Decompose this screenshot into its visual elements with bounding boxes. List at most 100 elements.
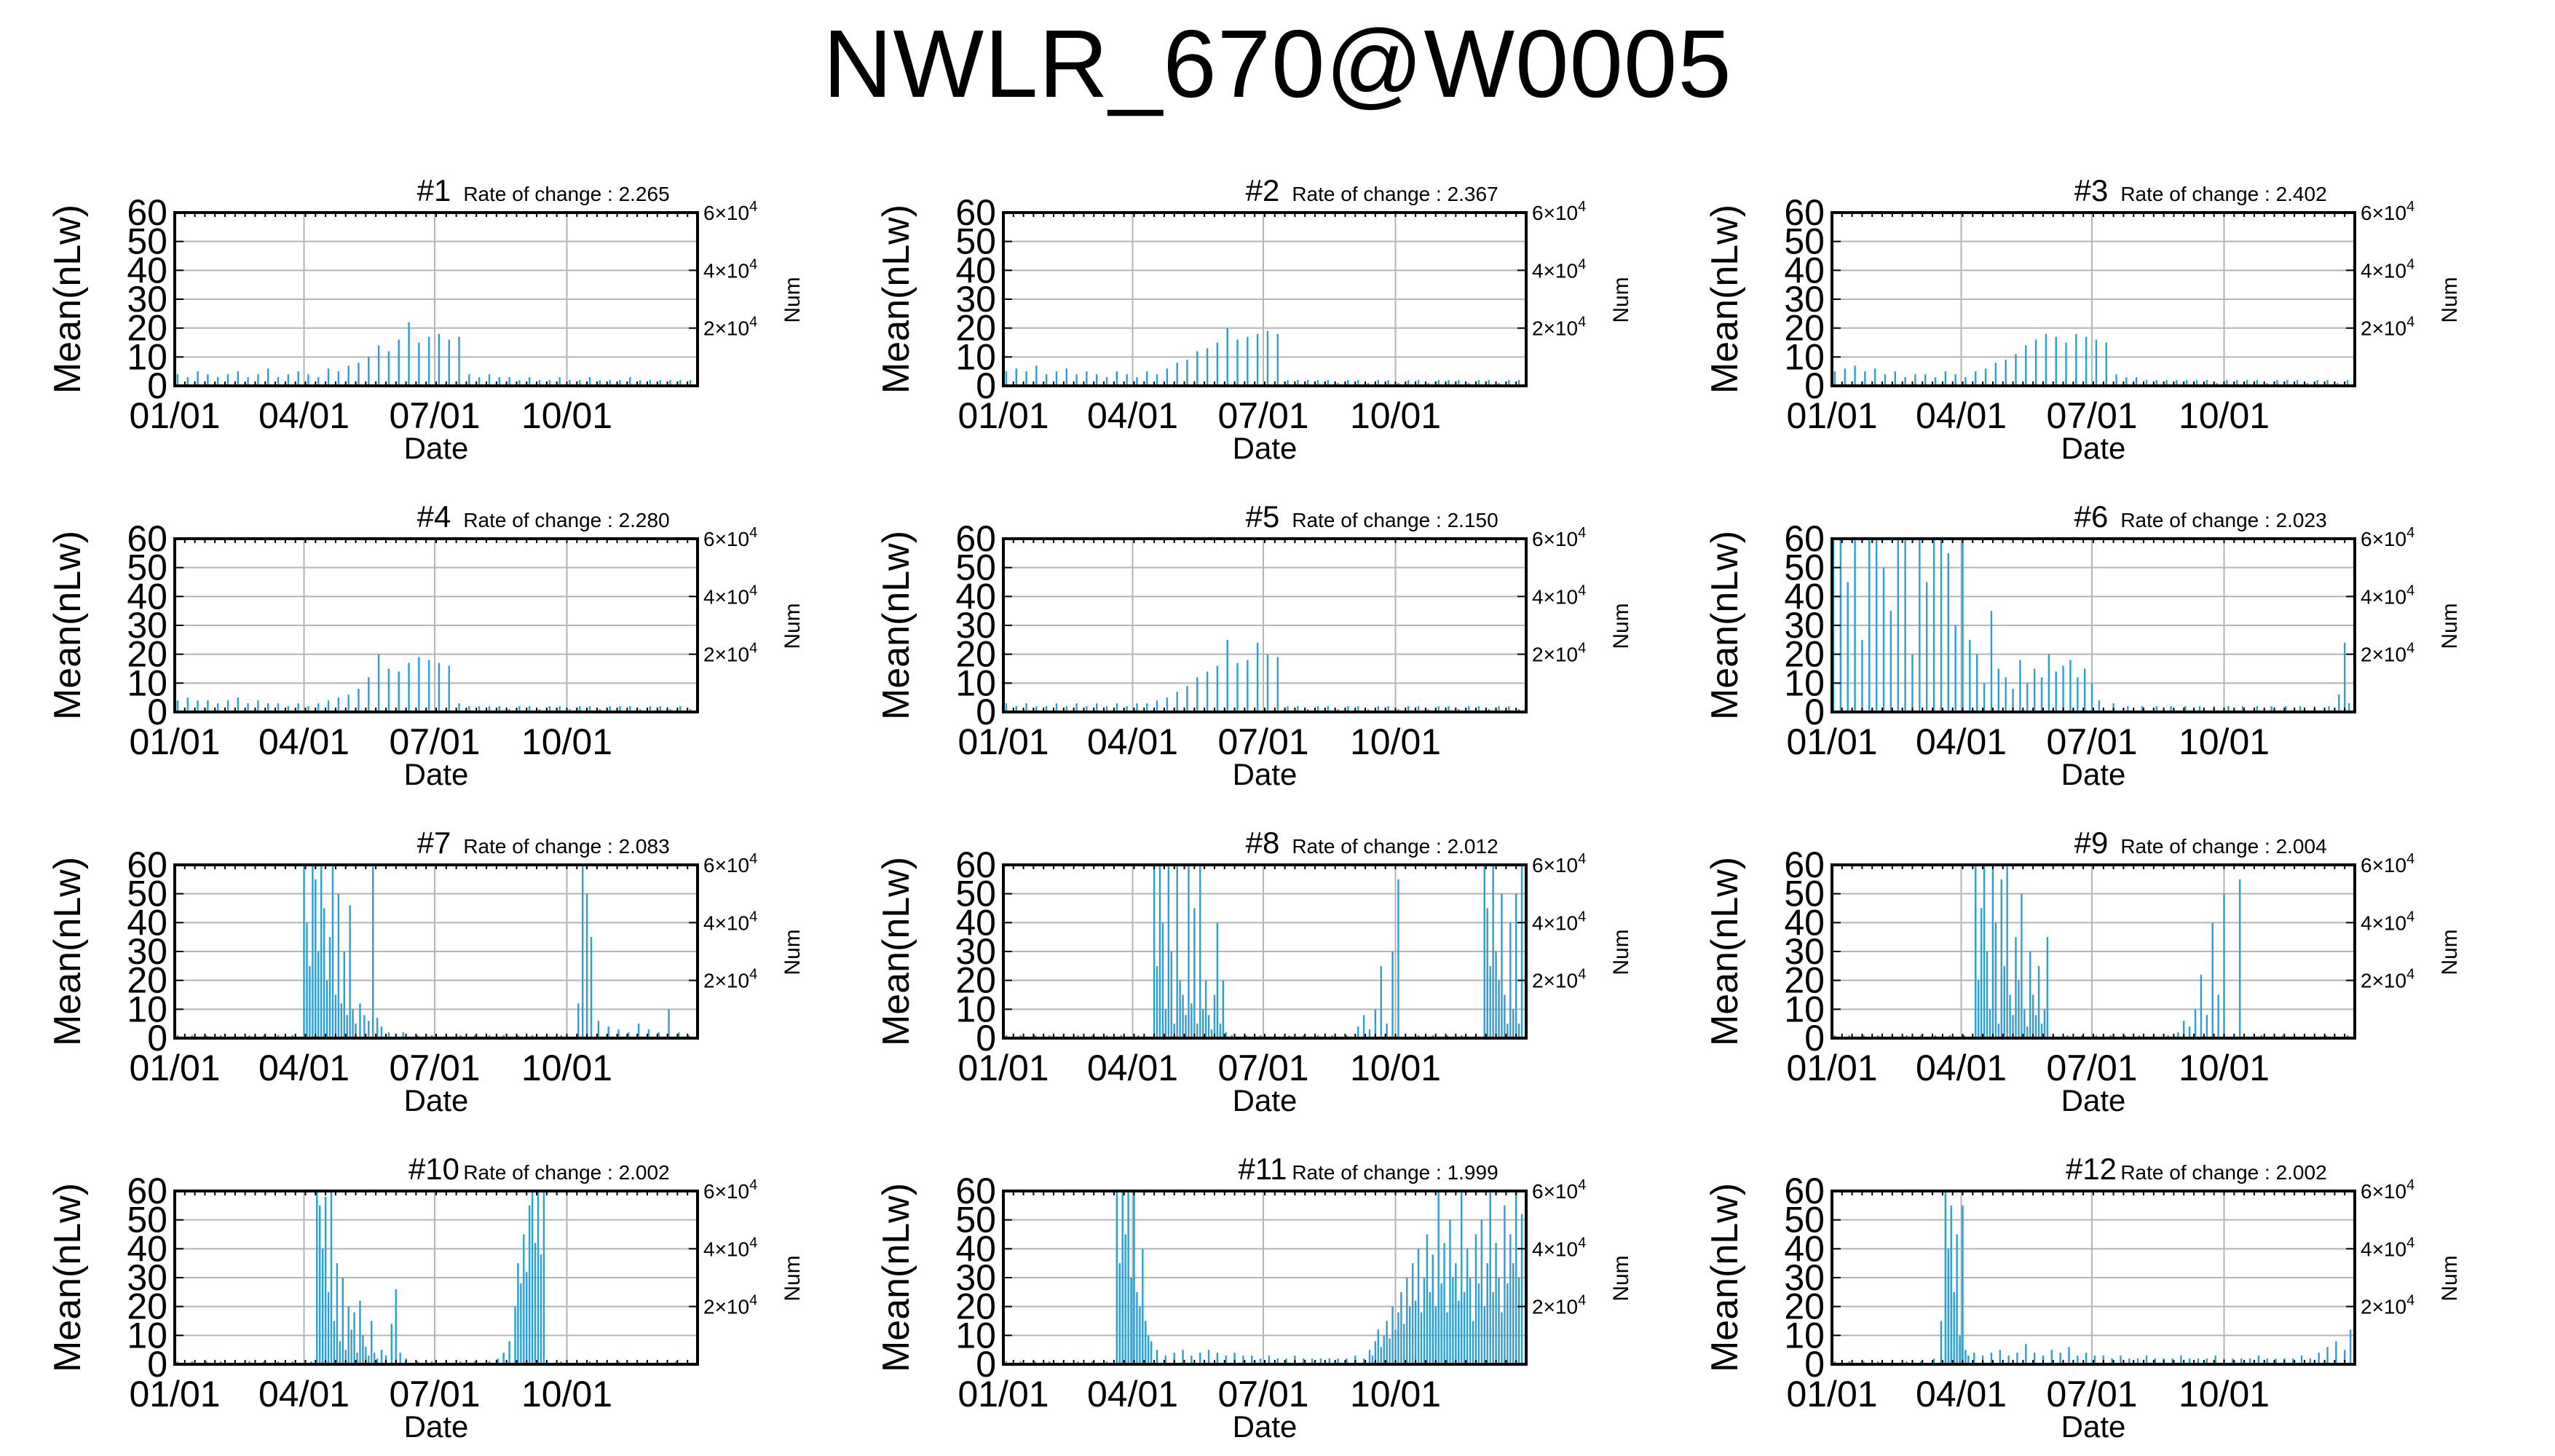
y-tick-label: 40 — [1784, 902, 1825, 943]
y-tick-label: 40 — [955, 1228, 996, 1269]
y-tick-label: 50 — [127, 547, 167, 588]
x-tick-label: 07/01 — [1217, 395, 1308, 436]
x-axis-label: Date — [404, 431, 469, 465]
y-tick-label: 50 — [1784, 221, 1825, 262]
panel-title: #6 — [2074, 499, 2109, 534]
rate-of-change-label: Rate of change : 2.280 — [463, 509, 669, 531]
y-tick-label: 20 — [127, 960, 167, 1001]
x-tick-label: 04/01 — [258, 1048, 350, 1088]
y-tick-label: 20 — [127, 634, 167, 675]
y-tick-label: 0 — [976, 1018, 996, 1059]
y-tick-label: 10 — [1784, 989, 1825, 1029]
x-tick-label: 01/01 — [957, 721, 1049, 762]
y-axis-label: Mean(nLw) — [875, 531, 917, 720]
x-tick-label: 01/01 — [129, 395, 220, 436]
y-tick-label: 60 — [1784, 844, 1825, 885]
x-tick-label: 07/01 — [389, 1048, 480, 1088]
y-tick-label: 50 — [1784, 1200, 1825, 1241]
y-tick-label: 30 — [955, 1257, 996, 1298]
y-tick-label: 50 — [127, 874, 167, 914]
panel-title: #1 — [417, 173, 451, 207]
y-tick-label: 0 — [1804, 692, 1825, 732]
y-tick-label: 60 — [1784, 192, 1825, 233]
x-tick-label: 10/01 — [1350, 395, 1441, 436]
y2-axis-label: Num — [781, 277, 805, 323]
y-tick-label: 50 — [127, 1200, 167, 1241]
y-tick-label: 30 — [1784, 931, 1825, 972]
panel-title: #2 — [1246, 173, 1280, 207]
y-tick-label: 10 — [1784, 336, 1825, 377]
y2-tick-label: 6×104 — [703, 525, 757, 550]
x-tick-label: 01/01 — [957, 1374, 1049, 1415]
y2-tick-label: 6×104 — [703, 851, 757, 877]
x-axis-label: Date — [404, 1409, 469, 1444]
y-tick-label: 60 — [127, 192, 167, 233]
y-tick-label: 0 — [147, 365, 167, 406]
y2-axis-label: Num — [1609, 1255, 1633, 1301]
y-tick-label: 20 — [1784, 308, 1825, 349]
rate-of-change-label: Rate of change : 2.150 — [1292, 509, 1498, 531]
x-tick-label: 01/01 — [129, 1374, 220, 1415]
y-tick-label: 10 — [955, 662, 996, 703]
y-tick-label: 0 — [1804, 1344, 1825, 1385]
y2-tick-label: 2×104 — [1532, 641, 1586, 666]
y-tick-label: 30 — [127, 279, 167, 320]
y2-tick-label: 2×104 — [2361, 641, 2414, 666]
x-tick-label: 01/01 — [957, 395, 1049, 436]
x-tick-label: 01/01 — [1786, 721, 1877, 762]
y2-tick-label: 4×104 — [2361, 909, 2414, 934]
y2-tick-label: 6×104 — [703, 1177, 757, 1203]
y-tick-label: 60 — [127, 518, 167, 559]
y-tick-label: 50 — [1784, 874, 1825, 914]
y-tick-label: 40 — [127, 1228, 167, 1269]
y-tick-label: 0 — [147, 692, 167, 732]
y-tick-label: 60 — [955, 192, 996, 233]
y2-axis-label: Num — [781, 603, 805, 649]
y-tick-label: 60 — [955, 844, 996, 885]
x-tick-label: 01/01 — [1786, 395, 1877, 436]
y-tick-label: 60 — [1784, 518, 1825, 559]
y-tick-label: 10 — [1784, 1315, 1825, 1356]
y-axis-label: Mean(nLw) — [875, 205, 917, 394]
y2-tick-label: 2×104 — [703, 314, 757, 340]
y2-tick-label: 6×104 — [2361, 525, 2414, 550]
x-tick-label: 07/01 — [2046, 721, 2137, 762]
x-tick-label: 10/01 — [1350, 1048, 1441, 1088]
y-tick-label: 40 — [1784, 1228, 1825, 1269]
x-tick-label: 07/01 — [389, 1374, 480, 1415]
y-tick-label: 30 — [955, 605, 996, 646]
y-axis-label: Mean(nLw) — [1704, 531, 1746, 720]
y-axis-label: Mean(nLw) — [47, 531, 89, 720]
x-tick-label: 04/01 — [1087, 1374, 1178, 1415]
y-tick-label: 20 — [1784, 1286, 1825, 1327]
y-tick-label: 20 — [955, 634, 996, 675]
y-tick-label: 30 — [955, 279, 996, 320]
x-axis-label: Date — [2061, 1409, 2126, 1444]
y-axis-label: Mean(nLw) — [1704, 857, 1746, 1046]
x-axis-label: Date — [404, 1083, 469, 1117]
y-tick-label: 30 — [127, 931, 167, 972]
x-tick-label: 07/01 — [1217, 1374, 1308, 1415]
y2-axis-label: Num — [2438, 929, 2462, 975]
y2-tick-label: 6×104 — [703, 199, 757, 224]
panel-title: #4 — [417, 499, 451, 534]
x-axis-label: Date — [2061, 431, 2126, 465]
y2-axis-label: Num — [2438, 277, 2462, 323]
x-tick-label: 07/01 — [1217, 1048, 1308, 1088]
y2-tick-label: 4×104 — [703, 1235, 757, 1260]
y-axis-label: Mean(nLw) — [47, 857, 89, 1046]
rate-of-change-label: Rate of change : 2.004 — [2120, 835, 2326, 858]
y-tick-label: 60 — [955, 518, 996, 559]
y2-tick-label: 2×104 — [703, 967, 757, 992]
y-tick-label: 50 — [955, 874, 996, 914]
y-tick-label: 10 — [1784, 662, 1825, 703]
y2-tick-label: 2×104 — [2361, 967, 2414, 992]
x-tick-label: 10/01 — [521, 721, 612, 762]
y-tick-label: 30 — [1784, 279, 1825, 320]
